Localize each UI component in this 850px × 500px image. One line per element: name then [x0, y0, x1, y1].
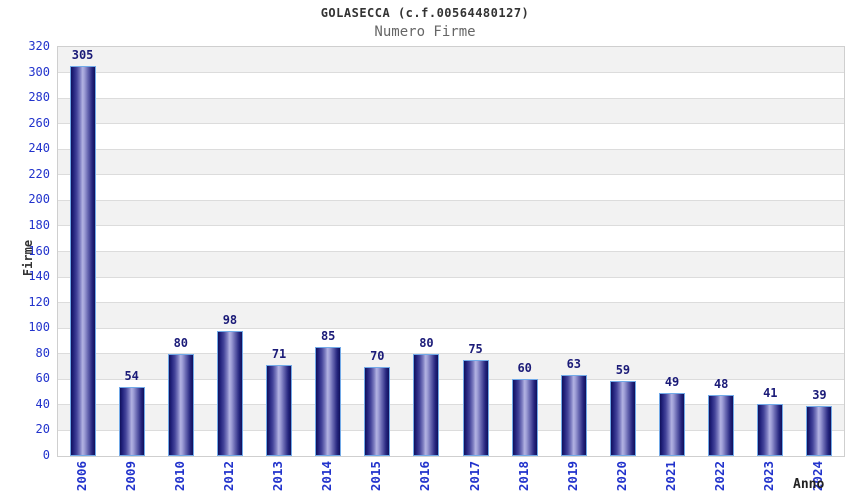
bar [216, 330, 243, 456]
gridline [58, 429, 844, 431]
plot-band [58, 98, 844, 124]
bar [266, 365, 293, 456]
bar [609, 380, 636, 456]
y-axis-tick-label: 220 [28, 166, 50, 181]
bar-value-label: 63 [566, 357, 582, 372]
plot-band [58, 149, 844, 175]
y-axis-tick-label: 260 [28, 115, 50, 130]
x-axis-tick-label: 2020 [613, 461, 629, 492]
gridline [58, 276, 844, 278]
x-axis-tick-label: 2022 [712, 461, 728, 492]
y-axis-tick-label: 280 [28, 90, 50, 105]
x-axis-tick-label: 2009 [122, 461, 138, 492]
plot-band [58, 302, 844, 329]
chart-subtitle: Numero Firme [374, 24, 476, 40]
bar [659, 393, 686, 456]
y-axis-tick-label: 200 [28, 192, 50, 207]
bar-value-label: 59 [615, 362, 631, 377]
bar-value-label: 41 [763, 385, 778, 400]
bar [167, 353, 194, 456]
gridline [58, 327, 844, 329]
plot-band [58, 174, 844, 201]
bar-value-label: 85 [320, 329, 336, 344]
y-axis-tick-label: 20 [35, 422, 50, 437]
bar [757, 403, 784, 456]
bar-value-label: 80 [173, 335, 189, 350]
x-axis-tick-label: 2013 [270, 461, 286, 492]
bar-value-label: 80 [419, 335, 434, 350]
x-axis-tick-label: 2015 [368, 461, 384, 492]
y-axis-tick-label: 120 [28, 294, 50, 309]
x-axis-tick-label: 2012 [220, 461, 236, 492]
x-axis-tick-label: 2018 [515, 461, 531, 492]
plot-area: 305 54 80 98 71 85 70 80 75 60 63 59 49 48 41 39 [57, 46, 845, 457]
x-axis-tick-label: 2006 [73, 461, 89, 492]
bar-value-label: 54 [124, 368, 139, 383]
y-axis-tick-label: 100 [28, 320, 50, 335]
gridline [58, 404, 844, 406]
gridline [58, 148, 844, 150]
y-axis-tick-label: 0 [42, 448, 50, 462]
gridline [58, 174, 844, 176]
bar [413, 353, 440, 456]
bar [315, 347, 342, 456]
bar-value-label: 49 [664, 375, 680, 390]
plot-band [58, 123, 844, 150]
bar-value-label: 71 [271, 347, 287, 362]
bar-value-label: 70 [370, 348, 385, 363]
y-axis-tick-label: 60 [35, 371, 50, 386]
bar-value-label: 48 [713, 376, 729, 391]
plot-band [58, 251, 844, 278]
plot-band [58, 225, 844, 252]
bar-value-label: 98 [222, 312, 238, 327]
x-axis-tick-label: 2014 [319, 461, 335, 492]
bar-value-label: 60 [517, 361, 532, 376]
y-axis-tick-label: 80 [35, 345, 50, 360]
y-axis-tick-label: 180 [28, 217, 50, 232]
y-axis-tick-label: 320 [28, 39, 50, 53]
plot-band [58, 277, 844, 303]
bar-value-label: 75 [468, 342, 483, 357]
y-axis-tick-label: 40 [35, 396, 50, 411]
x-axis-tick-label: 2023 [761, 461, 777, 492]
x-axis-tick-label: 2021 [663, 461, 679, 492]
bar-value-label: 39 [812, 388, 827, 403]
x-axis-tick-label: 2017 [466, 461, 482, 492]
bar [364, 366, 391, 456]
bar [708, 394, 735, 456]
x-axis-tick-label: 2010 [171, 461, 187, 492]
gridline [58, 225, 844, 227]
gridline [58, 378, 844, 380]
gridline [58, 302, 844, 304]
gridline [58, 251, 844, 252]
plot-band [58, 200, 844, 226]
plot-band [58, 72, 844, 99]
gridline [58, 72, 844, 74]
chart-title: GOLASECCA (c.f.00564480127) [320, 6, 530, 20]
gridline [58, 97, 844, 99]
y-axis-tick-label: 140 [28, 269, 50, 284]
bar [511, 379, 538, 456]
y-axis-tick-label: 240 [28, 141, 50, 156]
x-axis-tick-label: 2019 [564, 461, 580, 492]
bar [118, 386, 145, 456]
y-axis-tick-label: 300 [28, 64, 50, 79]
bar-value-label: 305 [71, 48, 94, 63]
gridline [58, 353, 844, 355]
bar [806, 406, 833, 456]
bar [560, 375, 587, 456]
x-axis-tick-label: 2016 [417, 461, 433, 492]
y-axis-tick-label: 160 [28, 243, 50, 258]
plot-band [58, 328, 844, 354]
plot-band [58, 47, 844, 73]
bar [462, 360, 489, 456]
bar [69, 66, 96, 456]
gridline [58, 123, 844, 125]
gridline [58, 199, 844, 201]
x-axis-title: Anno [793, 477, 825, 492]
